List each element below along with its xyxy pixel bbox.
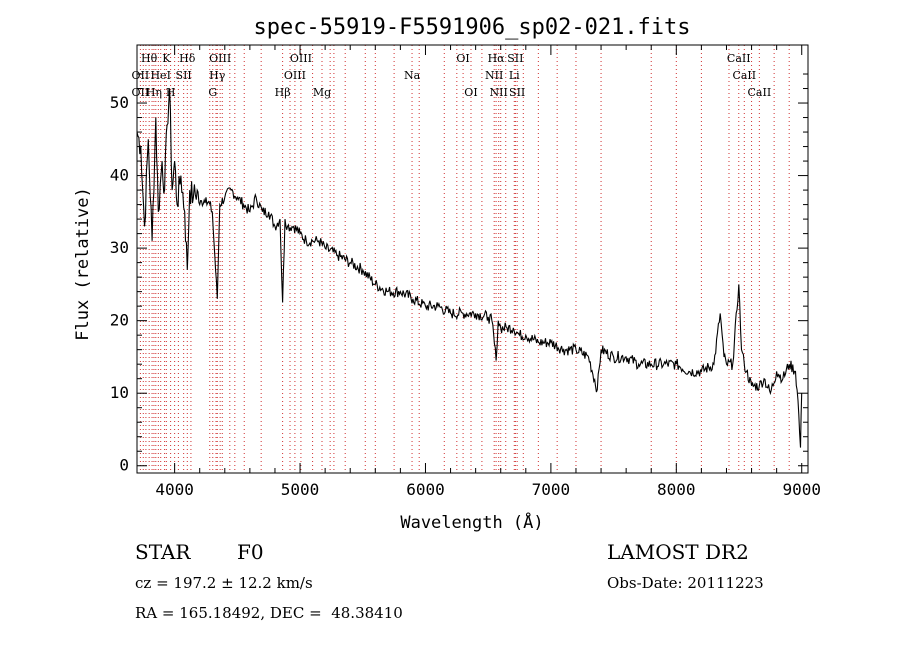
spectral-line-label: CaII	[748, 86, 772, 99]
y-tick-label: 20	[110, 311, 129, 330]
spectrum-series-line	[136, 88, 803, 448]
observation-date: Obs-Date: 20111223	[607, 574, 764, 592]
spectral-line-label: HeI	[150, 69, 170, 82]
spectral-line-label: Hβ	[275, 86, 291, 99]
y-tick-label: 50	[110, 93, 129, 112]
spectral-line-label: NII	[490, 86, 508, 99]
y-tick-label: 10	[110, 383, 129, 402]
spectral-line-label: Li	[509, 69, 520, 82]
spectral-line-label: G	[208, 86, 217, 99]
x-tick-label: 4000	[155, 480, 194, 499]
spectral-line-label: SII	[176, 69, 192, 82]
x-tick-label: 9000	[782, 480, 821, 499]
spectral-line-label: OIII	[290, 52, 312, 65]
emission-line-guides	[139, 45, 790, 473]
spectral-line-label: Hδ	[179, 52, 196, 65]
spectral-line-label: Na	[404, 69, 421, 82]
axes: 4000 5000 6000 7000 8000 9000 0 10 20 30 40 50	[110, 44, 821, 499]
spectral-line-label: SII	[507, 52, 523, 65]
spectral-line-label: Hη	[146, 86, 162, 99]
object-subclass: F0	[237, 540, 264, 564]
chart-title: spec-55919-F5591906_sp02-021.fits	[253, 15, 690, 40]
plot-frame	[136, 44, 809, 474]
redshift-cz: cz = 197.2 ± 12.2 km/s	[135, 574, 313, 592]
y-axis-label: Flux (relative)	[73, 187, 93, 341]
spectral-line-label: Hγ	[209, 69, 226, 82]
spectral-line-label: OII	[132, 69, 150, 82]
x-tick-label: 5000	[281, 480, 320, 499]
y-tick-label: 30	[110, 238, 129, 257]
spectral-line-label: NII	[485, 69, 503, 82]
spectral-line-label: OI	[464, 86, 477, 99]
coordinates: RA = 165.18492, DEC = 48.38410	[135, 604, 403, 622]
spectral-line-label: Mg	[313, 86, 331, 99]
spectral-line-label: SII	[509, 86, 525, 99]
x-tick-label: 7000	[532, 480, 571, 499]
object-class: STAR	[135, 540, 191, 564]
x-axis-label: Wavelength (Å)	[400, 511, 543, 533]
spectral-line-label: Hα	[488, 52, 506, 65]
spectral-line-label: CaII	[727, 52, 751, 65]
spectral-line-label: OI	[456, 52, 469, 65]
y-tick-label: 0	[119, 456, 129, 475]
survey-name: LAMOST DR2	[607, 540, 749, 564]
x-tick-label: 6000	[406, 480, 445, 499]
spectral-line-label: OII	[132, 86, 150, 99]
spectral-line-label: OIII	[284, 69, 306, 82]
spectral-line-label: CaII	[732, 69, 756, 82]
spectral-line-label: K	[162, 52, 171, 65]
spectral-line-label: OIII	[209, 52, 231, 65]
spectral-line-label: H	[166, 86, 176, 99]
spectral-line-label: Hθ	[141, 52, 158, 65]
x-tick-label: 8000	[657, 480, 696, 499]
y-tick-label: 40	[110, 166, 129, 185]
